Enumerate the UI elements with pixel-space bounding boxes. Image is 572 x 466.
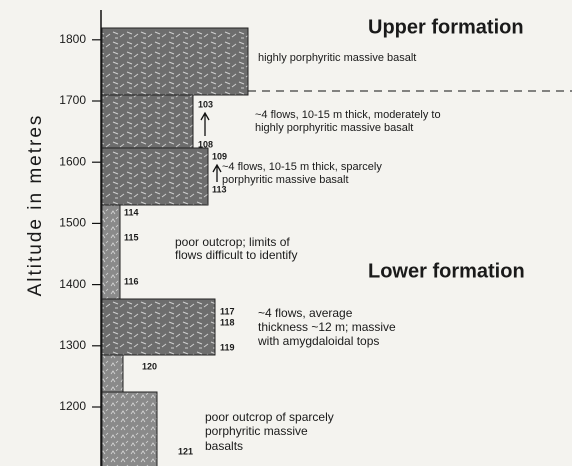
unit [101, 27, 249, 96]
description: ~4 flows, 10-15 m thick, moderately to [255, 109, 441, 121]
description: flows difficult to identify [175, 248, 298, 262]
unit [101, 391, 158, 466]
tick-label: 1700 [59, 93, 86, 107]
sample-number: 116 [124, 276, 139, 286]
tick-label: 1400 [59, 277, 86, 291]
description: poor outcrop; limits of [175, 235, 290, 249]
sample-number: 119 [220, 342, 235, 352]
sample-number: 108 [198, 139, 213, 149]
unit [101, 354, 124, 393]
sample-number: 114 [124, 207, 139, 217]
description: ~4 flows, 10-15 m thick, sparcely [222, 161, 382, 173]
tick-label: 1300 [59, 338, 86, 352]
sample-number: 117 [220, 306, 235, 316]
description: porphyritic massive [205, 424, 308, 438]
description: ~4 flows, average [258, 306, 353, 320]
description: thickness ~12 m; massive [258, 320, 396, 334]
description: poor outcrop of sparcely [205, 410, 334, 424]
sample-number: 115 [124, 232, 139, 242]
axis-title: Altitude in metres [25, 114, 46, 297]
column-units [101, 27, 249, 466]
unit [101, 298, 216, 356]
sample-number: 113 [212, 184, 227, 194]
sample-number: 118 [220, 317, 235, 327]
tick-label: 1500 [59, 216, 86, 230]
tick-label: 1200 [59, 399, 86, 413]
tick-label: 1600 [59, 154, 86, 168]
unit [101, 204, 121, 300]
sample-number: 103 [198, 99, 213, 109]
unit [101, 94, 194, 149]
unit [101, 147, 209, 206]
formation-label: Upper formation [368, 16, 524, 38]
sample-number: 109 [212, 151, 227, 161]
tick-label: 1800 [59, 32, 86, 46]
arrow [200, 111, 210, 136]
description: basalts [205, 439, 243, 453]
arrow [212, 163, 222, 182]
description: porphyritic massive basalt [222, 174, 349, 186]
sample-number: 120 [142, 361, 157, 371]
ticks: 1200 1300 1400 1500 1600 1700 1800 [59, 32, 101, 413]
description: highly porphyritic massive basalt [255, 122, 413, 134]
formation-label: Lower formation [368, 260, 525, 282]
description: with amygdaloidal tops [257, 334, 379, 348]
description: highly porphyritic massive basalt [258, 52, 416, 64]
sample-number: 121 [178, 446, 193, 456]
